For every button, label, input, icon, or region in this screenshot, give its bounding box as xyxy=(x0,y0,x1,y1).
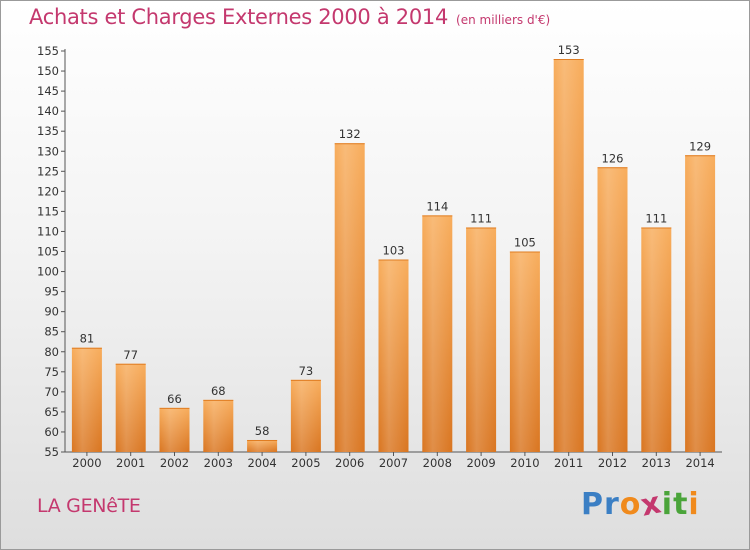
logo-letter: r xyxy=(604,487,620,522)
data-label: 129 xyxy=(689,139,711,153)
data-label: 126 xyxy=(602,151,624,165)
data-label: 114 xyxy=(426,199,448,213)
bar-highlight xyxy=(159,407,190,452)
x-tick-label: 2001 xyxy=(116,456,145,470)
bar-highlight xyxy=(466,227,497,452)
proxiti-logo: Proxiti xyxy=(581,485,700,523)
bar-highlight xyxy=(641,227,672,452)
bar-highlight xyxy=(422,215,453,452)
bar-highlight xyxy=(509,251,540,452)
x-tick-label: 2009 xyxy=(466,456,495,470)
y-tick-label: 130 xyxy=(37,144,59,158)
x-tick-label: 2014 xyxy=(685,456,714,470)
x-tick-label: 2011 xyxy=(554,456,583,470)
logo-letter: o xyxy=(619,487,642,522)
x-tick-label: 2006 xyxy=(335,456,364,470)
data-label: 66 xyxy=(167,392,182,406)
y-tick-label: 85 xyxy=(44,325,59,339)
chart-labels: 81 2000 77 2001 66 2002 68 2003 58 2004 73 2005 132 2… xyxy=(72,43,714,470)
bar-highlight xyxy=(203,399,234,452)
data-label: 68 xyxy=(211,384,226,398)
bar-highlight xyxy=(597,167,628,453)
logo-letter: i xyxy=(661,487,674,522)
data-label: 73 xyxy=(299,364,314,378)
logo-letter: P xyxy=(581,487,604,522)
x-tick-label: 2000 xyxy=(72,456,101,470)
chart-bars xyxy=(71,59,716,453)
data-label: 111 xyxy=(470,211,492,225)
y-tick-label: 60 xyxy=(44,425,59,439)
data-label: 81 xyxy=(80,332,95,346)
y-tick-label: 90 xyxy=(44,305,59,319)
y-tick-label: 140 xyxy=(37,104,59,118)
bar-highlight xyxy=(553,59,584,453)
data-label: 77 xyxy=(123,348,138,362)
bar-highlight xyxy=(290,379,321,452)
logo-letter: t xyxy=(673,487,689,522)
logo-letter: i xyxy=(688,487,700,522)
y-tick-label: 70 xyxy=(44,385,59,399)
chart-title-text: Achats et Charges Externes 2000 à 2014 xyxy=(29,5,449,29)
y-tick-label: 55 xyxy=(44,445,59,459)
x-tick-label: 2007 xyxy=(379,456,408,470)
y-tick-label: 145 xyxy=(37,84,59,98)
data-label: 103 xyxy=(383,244,405,258)
bar-highlight xyxy=(378,259,409,452)
x-tick-label: 2004 xyxy=(247,456,276,470)
y-tick-label: 105 xyxy=(37,245,59,259)
y-tick-label: 135 xyxy=(37,124,59,138)
x-tick-label: 2010 xyxy=(510,456,539,470)
place-name: LA GENêTE xyxy=(37,495,141,517)
x-tick-label: 2002 xyxy=(160,456,189,470)
bar-highlight xyxy=(685,155,716,452)
x-tick-label: 2005 xyxy=(291,456,320,470)
x-tick-label: 2013 xyxy=(642,456,671,470)
y-tick-label: 150 xyxy=(37,64,59,78)
bar-highlight xyxy=(334,143,365,453)
y-tick-label: 115 xyxy=(37,204,59,218)
x-tick-label: 2012 xyxy=(598,456,627,470)
bar-highlight xyxy=(247,439,278,452)
y-tick-label: 95 xyxy=(44,285,59,299)
bar-highlight xyxy=(115,363,146,452)
chart-title: Achats et Charges Externes 2000 à 2014 (e… xyxy=(29,5,550,29)
data-label: 111 xyxy=(645,211,667,225)
chart-axes: 55 60 65 70 75 80 85 90 95 100 105 110 115 120 125 130 1… xyxy=(37,44,722,459)
y-tick-label: 80 xyxy=(44,345,59,359)
y-tick-label: 100 xyxy=(37,265,59,279)
data-label: 132 xyxy=(339,127,361,141)
data-label: 58 xyxy=(255,424,270,438)
y-tick-label: 75 xyxy=(44,365,59,379)
chart-subtitle: (en milliers d'€) xyxy=(456,13,551,27)
y-tick-label: 125 xyxy=(37,164,59,178)
y-tick-label: 65 xyxy=(44,405,59,419)
x-tick-label: 2003 xyxy=(204,456,233,470)
y-tick-label: 110 xyxy=(37,224,59,238)
data-label: 105 xyxy=(514,236,536,250)
data-label: 153 xyxy=(558,43,580,57)
x-tick-label: 2008 xyxy=(423,456,452,470)
bar-highlight xyxy=(71,347,102,452)
y-tick-label: 155 xyxy=(37,44,59,58)
y-tick-label: 120 xyxy=(37,184,59,198)
